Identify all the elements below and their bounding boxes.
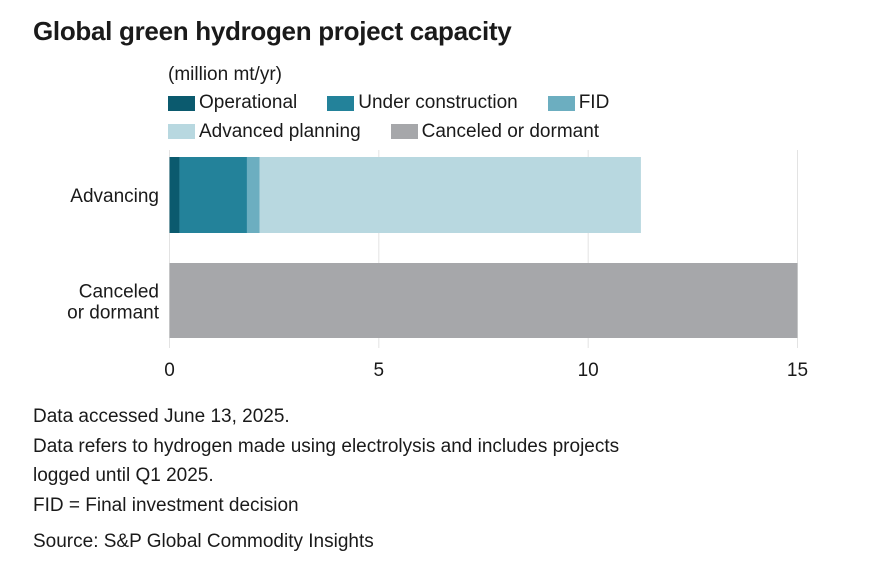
- note-line: Data refers to hydrogen made using elect…: [33, 435, 620, 457]
- unit-label: (million mt/yr): [168, 64, 282, 85]
- x-tick-label: 5: [374, 360, 385, 381]
- chart-title: Global green hydrogen project capacity: [33, 16, 512, 46]
- legend: Operational Under construction FID Advanced…: [168, 90, 728, 147]
- legend-swatch: [547, 95, 575, 111]
- legend-label: Under construction: [358, 92, 518, 113]
- legend-swatch: [327, 95, 355, 111]
- legend-item: Under construction: [327, 90, 518, 116]
- legend-swatch: [390, 124, 418, 139]
- legend-label: Canceled or dormant: [421, 120, 600, 142]
- legend-item: Operational: [168, 90, 297, 116]
- legend-swatch: [168, 95, 195, 111]
- bar-segment-operational: [169, 157, 180, 233]
- note-line: FID = Final investment decision: [33, 494, 299, 516]
- note-line: logged until Q1 2025.: [33, 465, 214, 486]
- category-label: Advancing: [70, 186, 159, 207]
- bar-segment-under-construction: [179, 157, 247, 233]
- legend-item: Canceled or dormant: [390, 119, 600, 145]
- legend-label: FID: [578, 92, 610, 113]
- legend-label: Advanced planning: [199, 120, 361, 142]
- x-tick-label: 10: [578, 360, 599, 381]
- category-label: or dormant: [67, 303, 160, 324]
- note-line: Data accessed June 13, 2025.: [33, 406, 290, 427]
- x-tick-label: 0: [164, 360, 175, 381]
- legend-item: FID: [547, 90, 610, 116]
- bar-segment-advanced-planning: [259, 157, 641, 233]
- notes: Data accessed June 13, 2025. Data refers…: [33, 402, 619, 520]
- bar-segment-canceled-or-dormant: [169, 263, 798, 338]
- legend-swatch: [168, 124, 195, 139]
- legend-label: Operational: [199, 92, 298, 113]
- category-label: Canceled: [79, 282, 159, 303]
- x-tick-label: 15: [787, 360, 808, 381]
- bar-segment-fid: [246, 157, 260, 233]
- source-note: Source: S&P Global Commodity Insights: [33, 531, 374, 552]
- legend-item: Advanced planning: [168, 119, 361, 145]
